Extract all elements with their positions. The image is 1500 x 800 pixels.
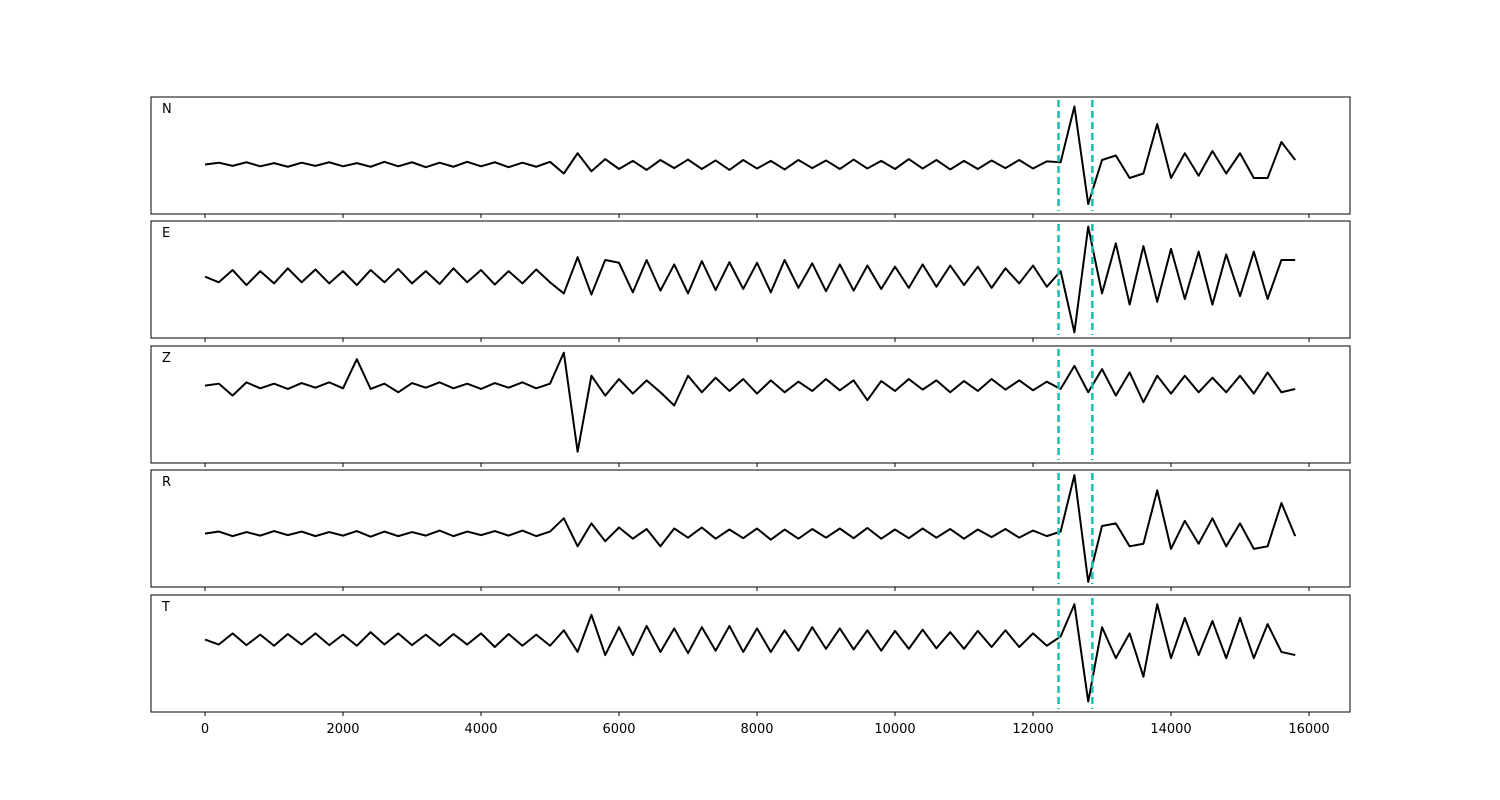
panel-label: T: [161, 600, 170, 615]
waveform: [204, 351, 1296, 453]
panel-label: R: [162, 475, 171, 490]
waveform: [204, 474, 1297, 583]
panel-frame: [150, 220, 1351, 339]
panel-frame: [150, 345, 1351, 464]
waveform: [204, 105, 1297, 206]
panel-frame: [150, 96, 1351, 215]
x-tick-label: 6000: [602, 722, 635, 737]
panel-label: N: [162, 102, 172, 117]
panel-label: Z: [162, 351, 171, 366]
x-tick-label: 10000: [874, 722, 915, 737]
waveform: [204, 603, 1296, 703]
x-tick-label: 16000: [1288, 722, 1329, 737]
x-tick-label: 14000: [1150, 722, 1191, 737]
panel-label: E: [162, 226, 170, 241]
x-tick-label: 0: [201, 722, 209, 737]
waveform: [204, 225, 1296, 334]
panel-frame: [150, 469, 1351, 588]
x-tick-label: 2000: [326, 722, 359, 737]
x-tick-label: 12000: [1012, 722, 1053, 737]
panel-frame: [150, 594, 1351, 713]
x-tick-label: 8000: [740, 722, 773, 737]
x-tick-label: 4000: [464, 722, 497, 737]
